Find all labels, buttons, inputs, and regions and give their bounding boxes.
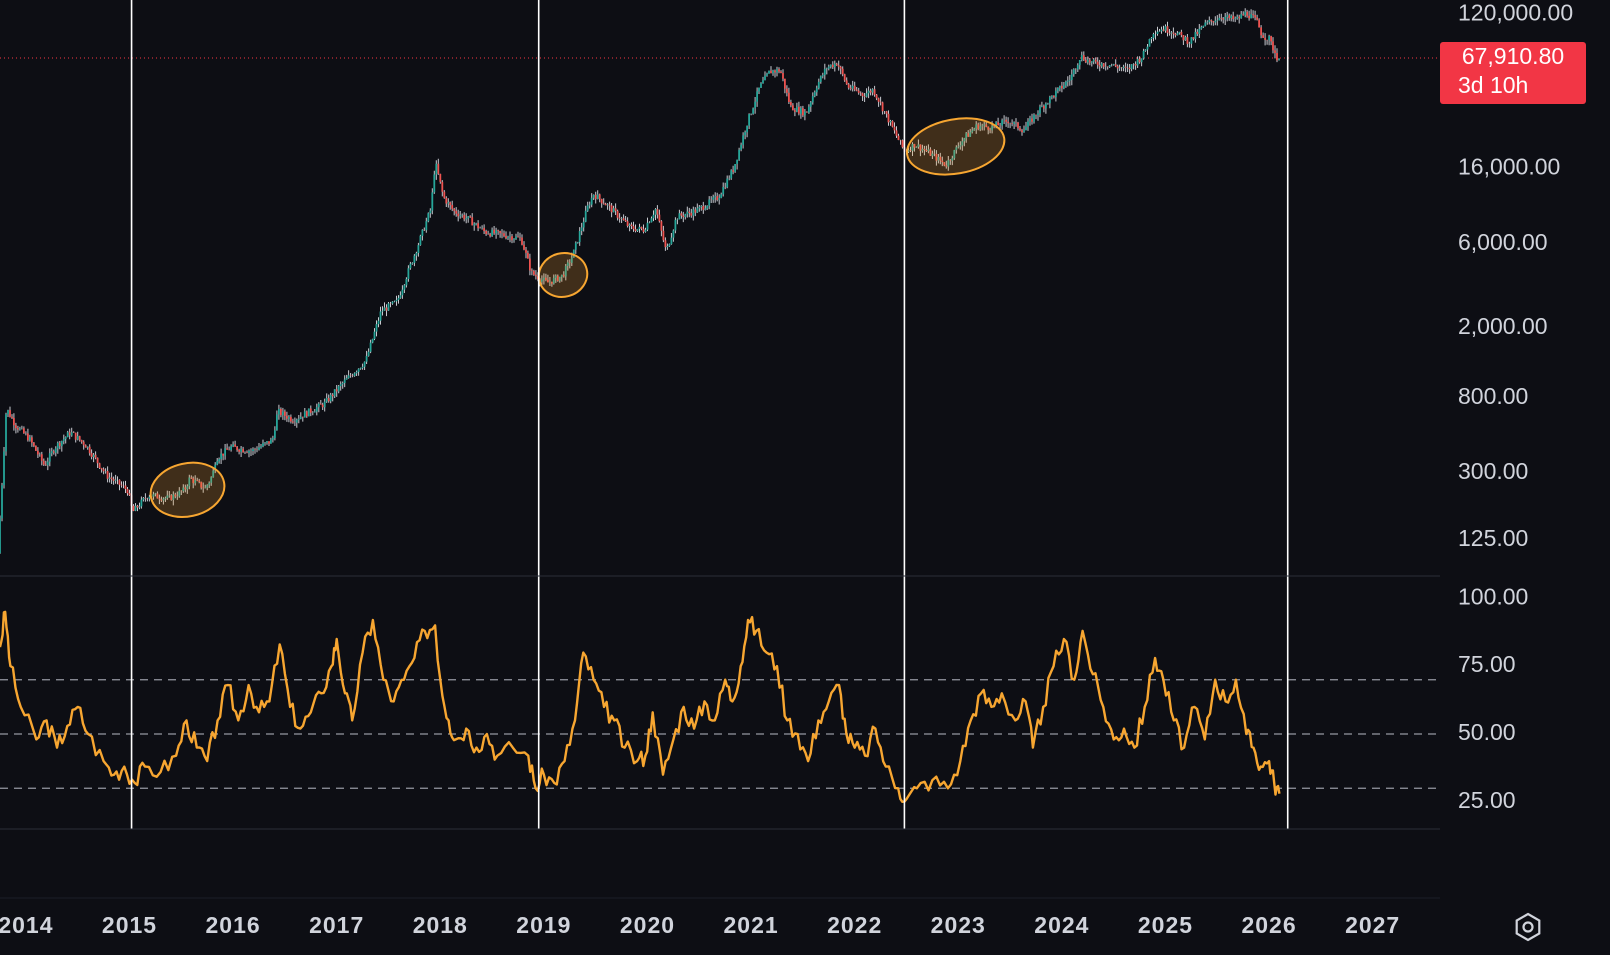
price-tick-label: 6,000.00 [1458,229,1548,255]
time-tick-label: 2020 [620,912,675,938]
price-axis[interactable]: 120,000.00 16,000.00 6,000.00 2,000.00 800.0… [1458,0,1573,551]
price-panel[interactable] [0,8,1280,554]
current-price-badge: 67,910.80 3d 10h [1440,42,1586,105]
price-tick-label: 125.00 [1458,525,1528,551]
price-tick-label: 800.00 [1458,383,1528,409]
oscillator-panel[interactable] [0,610,1281,803]
time-axis[interactable]: 2014 2015 2016 2017 2018 2019 2020 2021 2022 2023… [0,912,1400,938]
accumulation-ellipse-1 [149,461,226,518]
time-tick-label: 2017 [309,912,364,938]
time-tick-label: 2019 [516,912,571,938]
price-tick-label: 300.00 [1458,458,1528,484]
price-tick-label: 2,000.00 [1458,313,1548,339]
oscillator-line [0,610,1281,803]
time-tick-label: 2015 [102,912,157,938]
price-badge-box [1440,42,1586,105]
accumulation-markers [149,117,1006,518]
time-tick-label: 2018 [413,912,468,938]
price-tick-label: 120,000.00 [1458,0,1573,26]
current-price-label: 67,910.80 [1462,43,1564,69]
time-tick-label: 2016 [206,912,261,938]
oscillator-tick-label: 50.00 [1458,719,1516,745]
accumulation-ellipse-3 [906,117,1006,176]
price-tick-label: 16,000.00 [1458,154,1560,180]
time-tick-label: 2014 [0,912,53,938]
time-tick-label: 2025 [1138,912,1193,938]
oscillator-tick-label: 75.00 [1458,651,1516,677]
time-tick-label: 2022 [827,912,882,938]
oscillator-tick-label: 100.00 [1458,583,1528,609]
oscillator-axis[interactable]: 100.00 75.00 50.00 25.00 [1458,583,1528,813]
oscillator-tick-label: 25.00 [1458,787,1516,813]
time-tick-label: 2024 [1034,912,1089,938]
settings-hexagon-icon[interactable] [1515,912,1541,942]
time-tick-label: 2021 [723,912,778,938]
cycle-lines [130,0,1289,829]
time-tick-label: 2027 [1345,912,1400,938]
time-tick-label: 2023 [931,912,986,938]
countdown-label: 3d 10h [1458,72,1528,98]
price-up-candles [0,11,1280,554]
time-tick-label: 2026 [1241,912,1296,938]
reference-lines [0,57,1440,789]
